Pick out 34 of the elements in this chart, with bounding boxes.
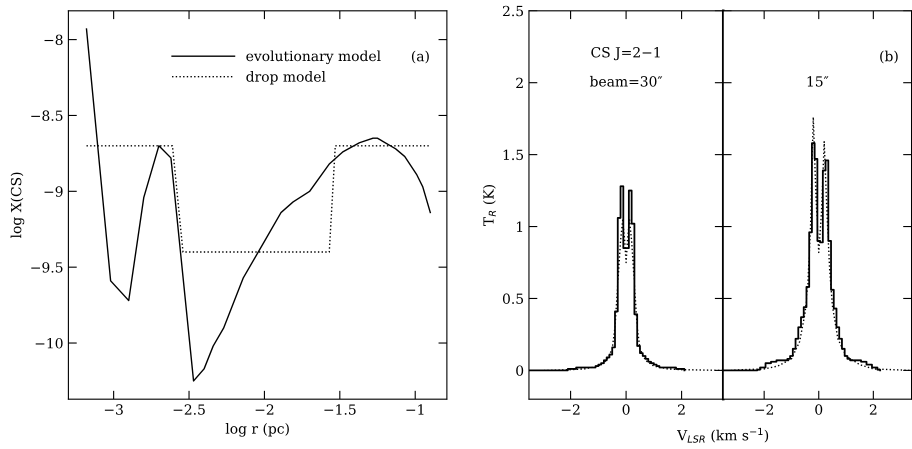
x-axis-title: V$_{LSR}$ (km s$^{−1}$) <box>676 428 768 443</box>
x-tick-label: −2 <box>562 404 580 415</box>
annotation: beam=30″ <box>590 76 662 87</box>
y-axis-title: T$_{R}$ (K) <box>483 185 496 226</box>
x-axis-title: log r (pc) <box>226 423 289 437</box>
y-tick-label: 1 <box>516 222 522 232</box>
line-series <box>86 28 431 382</box>
annotation: (a) <box>412 50 429 64</box>
x-tick-label: −1.5 <box>324 404 356 415</box>
y-tick-label: −8.5 <box>31 110 62 121</box>
y-tick-label: 2 <box>516 78 523 88</box>
annotation: CS J=2−1 <box>591 47 660 60</box>
annotation: 15″ <box>808 76 828 87</box>
y-tick-label: −10 <box>36 338 63 348</box>
y-tick-label: −9.5 <box>31 262 62 273</box>
x-tick-label: −2 <box>755 404 774 415</box>
x-tick-label: 2 <box>678 404 685 415</box>
y-tick-label: −8 <box>44 34 63 46</box>
y-tick-label: 0.5 <box>502 293 524 304</box>
y-tick-label: 2.5 <box>502 6 524 16</box>
y-tick-label: 0 <box>516 365 524 376</box>
x-tick-label: 2 <box>870 404 876 415</box>
legend-label: evolutionary model <box>246 50 381 64</box>
x-tick-label: 0 <box>622 404 630 415</box>
x-tick-label: −1 <box>406 404 424 415</box>
x-tick-label: −2 <box>256 404 274 415</box>
y-axis-title: log X(CS) <box>10 172 24 238</box>
x-tick-label: −3 <box>104 404 123 415</box>
annotation: (b) <box>880 50 898 64</box>
y-tick-label: −9 <box>44 186 63 197</box>
y-tick-label: 1.5 <box>504 150 524 160</box>
x-tick-label: −2.5 <box>174 404 205 415</box>
legend-label: drop model <box>246 71 326 84</box>
x-tick-label: 0 <box>815 404 822 415</box>
